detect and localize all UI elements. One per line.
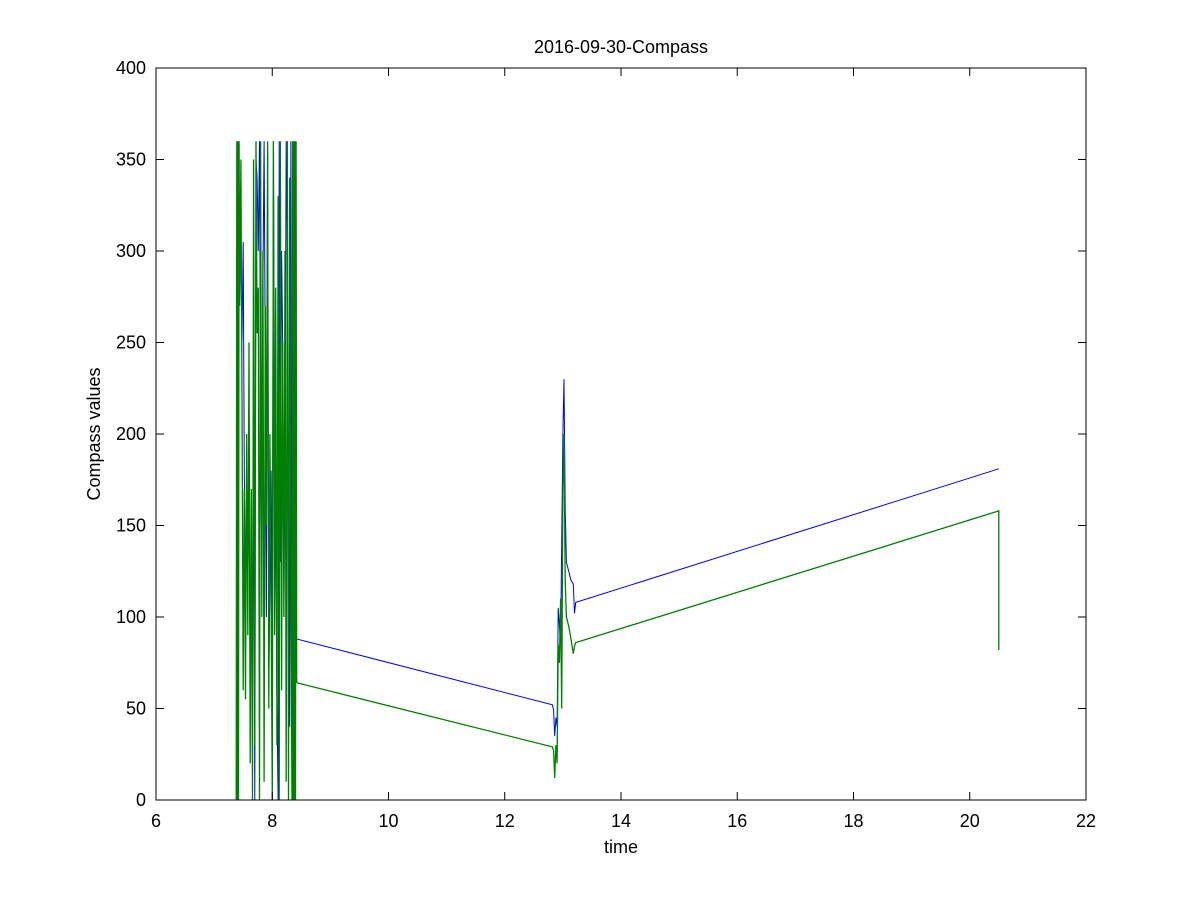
x-axis-label: time [604,837,638,857]
y-tick-label: 50 [126,699,146,719]
x-tick-label: 20 [960,811,980,831]
x-tick-label: 22 [1076,811,1096,831]
x-tick-label: 6 [151,811,161,831]
chart-title: 2016-09-30-Compass [534,37,708,57]
y-tick-label: 300 [116,241,146,261]
y-tick-label: 100 [116,607,146,627]
y-axis-label: Compass values [84,367,104,500]
y-tick-label: 0 [136,790,146,810]
y-tick-label: 400 [116,58,146,78]
x-tick-label: 10 [378,811,398,831]
y-tick-label: 250 [116,333,146,353]
y-tick-label: 150 [116,516,146,536]
x-tick-label: 12 [495,811,515,831]
y-tick-label: 200 [116,424,146,444]
x-tick-label: 16 [727,811,747,831]
y-tick-label: 350 [116,150,146,170]
x-tick-label: 18 [843,811,863,831]
tick-layer: 6 8 10 12 14 16 18 20 22 0 50 100 150 200 250 300 350 400 [116,58,1096,831]
x-tick-label: 8 [267,811,277,831]
x-tick-label: 14 [611,811,631,831]
